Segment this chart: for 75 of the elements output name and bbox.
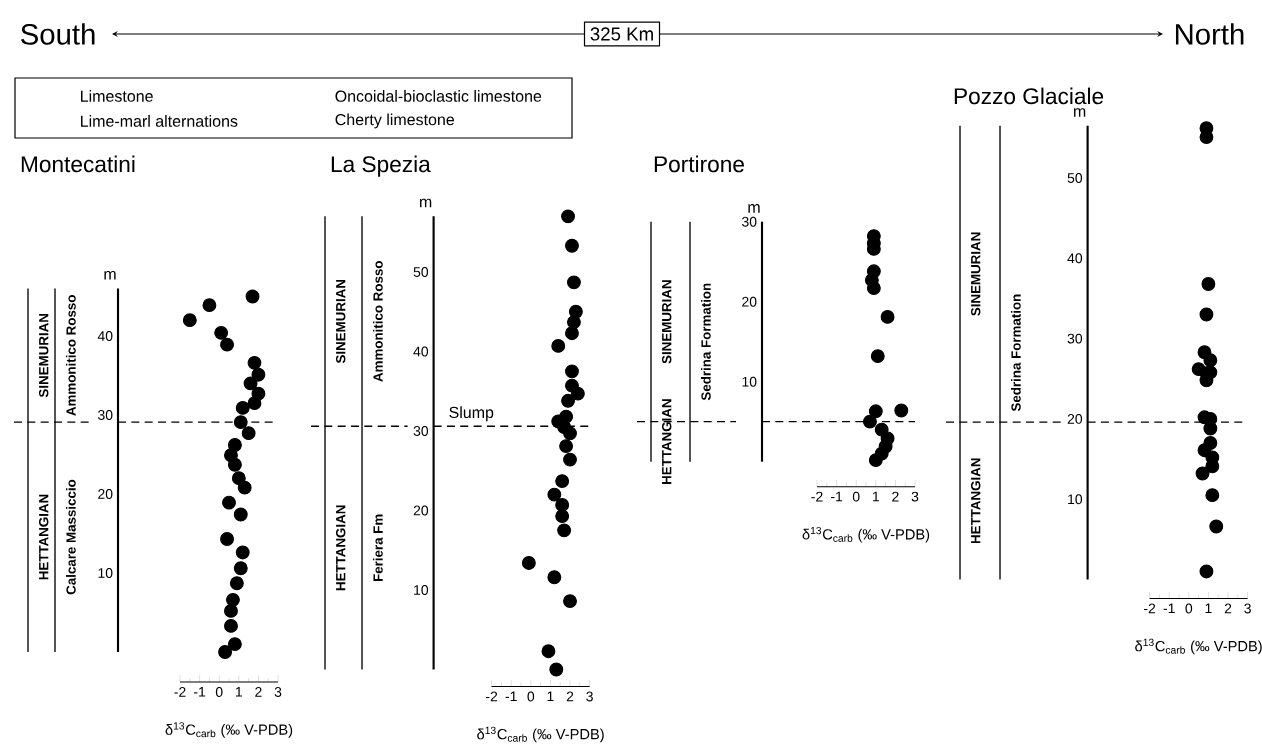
text: HETTANGIAN — [970, 458, 981, 544]
x-tick-label: 1 — [235, 686, 243, 697]
y-tick-label: 30 — [741, 216, 757, 227]
text: SINEMURIAN — [38, 314, 49, 398]
text: Sedrina Formation — [1010, 294, 1021, 412]
text: Lime-marl alternations — [81, 115, 238, 127]
text: South — [21, 23, 95, 45]
text: Feriera Fm — [372, 514, 383, 582]
x-axis-title: δ$^{13}$C$_{carb}$ (‰ V-PDB) — [477, 726, 604, 743]
text: 325 Km — [590, 27, 653, 41]
x-axis-title: δ$^{13}$C$_{carb}$ (‰ V-PDB) — [1135, 638, 1262, 655]
y-tick-label: 50 — [413, 267, 429, 277]
text: Ammonitico Rosso — [65, 295, 76, 416]
x-tick-label: -2 — [174, 686, 186, 697]
text: SINEMURIAN — [335, 279, 346, 364]
y-tick-label: 20 — [98, 489, 113, 499]
y-axis-title: m — [420, 198, 432, 208]
x-tick-label: 3 — [586, 691, 593, 702]
text: HETTANGIAN — [335, 505, 346, 591]
x-tick-label: 2 — [255, 686, 262, 697]
x-tick-label: 1 — [1205, 603, 1212, 614]
x-tick-label: 1 — [547, 691, 554, 702]
x-tick-label: 3 — [1244, 603, 1251, 614]
y-tick-label: 30 — [413, 426, 429, 436]
x-tick-label: -2 — [811, 491, 823, 502]
y-axis-title: m — [748, 204, 760, 213]
x-tick-label: -2 — [1144, 603, 1156, 614]
x-tick-label: 2 — [892, 491, 899, 502]
y-axis-title: m — [104, 270, 116, 280]
y-tick-label: 10 — [98, 568, 113, 578]
x-tick-label: 3 — [911, 491, 919, 502]
text: HETTANGIAN — [661, 399, 672, 484]
text: Cherty limestone — [335, 113, 455, 129]
x-tick-label: 3 — [274, 686, 282, 697]
x-tick-label: -2 — [486, 691, 498, 702]
y-tick-label: 50 — [1067, 173, 1083, 183]
y-tick-label: 20 — [1067, 413, 1083, 424]
text: Calcare Massiccio — [65, 479, 76, 595]
y-tick-label: 20 — [742, 296, 757, 307]
y-tick-label: 10 — [742, 376, 757, 387]
chart-title: Portirone — [654, 155, 744, 173]
annotation: Slump — [449, 406, 494, 422]
y-tick-label: 10 — [414, 585, 429, 595]
x-tick-label: -1 — [1163, 603, 1175, 614]
text: Ammonitico Rosso — [372, 261, 383, 382]
x-tick-label: 0 — [527, 691, 535, 702]
x-tick-label: -1 — [831, 491, 843, 502]
x-tick-label: 0 — [215, 686, 223, 697]
text: SINEMURIAN — [661, 280, 672, 364]
text: Limestone — [81, 90, 153, 102]
x-axis-title: δ$^{13}$C$_{carb}$ (‰ V-PDB) — [165, 722, 293, 738]
x-tick-label: 2 — [1224, 603, 1232, 614]
text: Oncoidal-bioclastic limestone — [335, 90, 542, 102]
chart-title: Pozzo Glaciale — [954, 87, 1104, 105]
x-tick-label: 1 — [872, 491, 880, 502]
y-tick-label: 40 — [413, 346, 429, 357]
x-tick-label: -1 — [505, 691, 517, 702]
x-axis-title: δ$^{13}$C$_{carb}$ (‰ V-PDB) — [802, 526, 930, 543]
text: HETTANGIAN — [38, 494, 49, 580]
x-tick-label: 0 — [852, 491, 860, 502]
text: Sedrina Formation — [700, 283, 711, 401]
text: SINEMURIAN — [970, 232, 981, 316]
x-tick-label: 0 — [1185, 603, 1193, 614]
y-tick-label: 20 — [413, 505, 429, 516]
y-tick-label: 40 — [97, 331, 113, 341]
chart-title: La Spezia — [331, 155, 431, 177]
y-tick-label: 10 — [1068, 494, 1083, 505]
y-tick-label: 30 — [1067, 333, 1083, 344]
y-tick-label: 40 — [1067, 253, 1083, 264]
y-tick-label: 30 — [97, 410, 113, 420]
chart-title: Montecatini — [21, 155, 135, 173]
x-tick-label: -1 — [194, 686, 206, 697]
y-axis-title: m — [1074, 108, 1086, 117]
x-tick-label: 2 — [566, 691, 574, 702]
text: North — [1175, 23, 1244, 45]
